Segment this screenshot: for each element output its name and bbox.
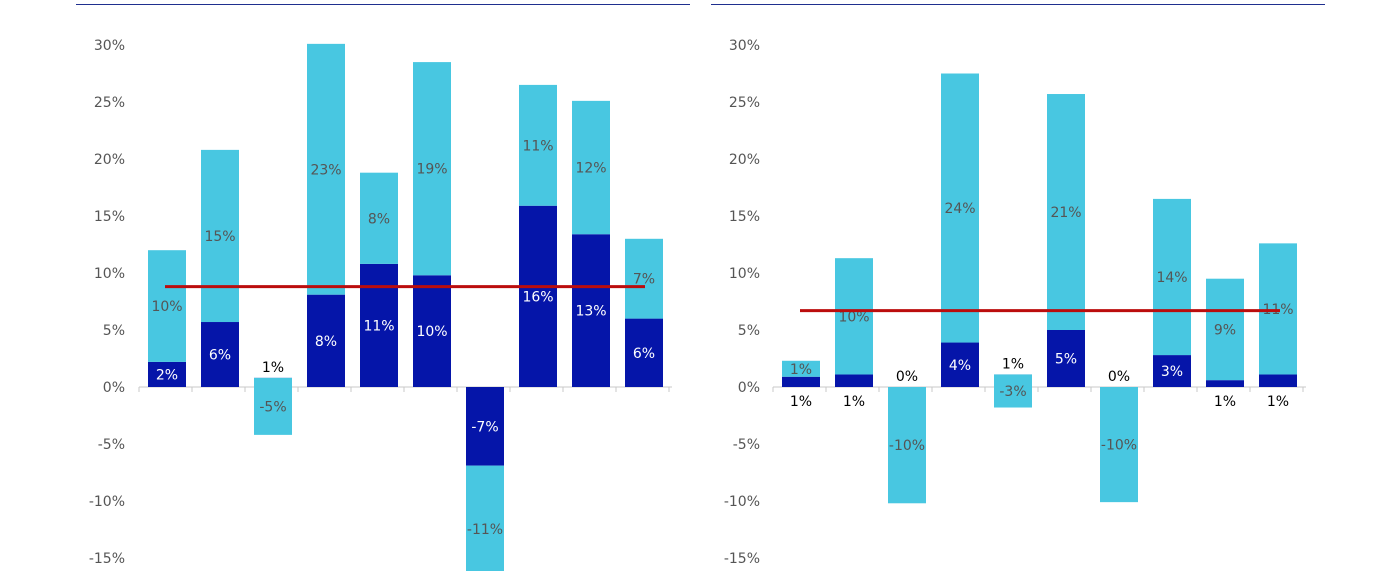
left-y-tick-label: 20%: [94, 152, 125, 168]
right-bar-light-segment: [994, 374, 1032, 408]
right-light-value-label: -10%: [1101, 438, 1137, 454]
left-dark-value-label: 6%: [633, 346, 655, 362]
left-bar-light-segment: [625, 238, 663, 319]
left-stacked-bar-chart: 30% 25% 20% 15% 10% 5% 0% -5% -10% -15% 10% 2% 15% 6%…: [89, 38, 672, 571]
left-dark-value-label: 1%: [262, 360, 284, 376]
right-y-tick-label: 0%: [738, 380, 760, 396]
right-y-tick-label: 20%: [729, 152, 760, 168]
left-light-value-label: 12%: [575, 161, 606, 177]
right-dark-value-label: 0%: [1108, 369, 1130, 385]
left-light-value-label: 23%: [310, 162, 341, 178]
left-bar-dark-segment: [413, 275, 451, 387]
left-bar-light-segment: [466, 465, 504, 571]
left-light-value-label: 11%: [522, 138, 553, 154]
left-dark-value-label: 6%: [209, 348, 231, 364]
left-light-value-label: 15%: [204, 229, 235, 245]
left-light-value-label: 19%: [416, 162, 447, 178]
left-dark-value-label: 10%: [416, 324, 447, 340]
right-bar-dark-segment: [782, 376, 820, 387]
left-bar-light-segment: [572, 100, 610, 235]
left-y-tick-label: 15%: [94, 209, 125, 225]
right-stacked-bar-chart: 30% 25% 20% 15% 10% 5% 0% -5% -10% -15% 1% 1% 10% 1% -…: [724, 38, 1306, 567]
right-y-tick-label: 10%: [729, 266, 760, 282]
left-dark-value-label: 16%: [522, 289, 553, 305]
right-light-value-label: 14%: [1156, 270, 1187, 286]
right-light-value-label: -10%: [889, 438, 925, 454]
right-dark-value-label: 3%: [1161, 364, 1183, 380]
right-bar-dark-segment: [835, 374, 873, 387]
right-dark-value-label: 1%: [843, 394, 865, 410]
right-y-tick-label: 30%: [729, 38, 760, 54]
left-light-value-label: 10%: [151, 299, 182, 315]
left-light-value-label: 7%: [633, 272, 655, 288]
right-bar-light-segment: [1153, 198, 1191, 356]
left-bar-dark-segment: [360, 263, 398, 387]
left-bar-light-segment: [254, 377, 292, 435]
right-dark-value-label: 1%: [790, 394, 812, 410]
left-bar-light-segment: [201, 149, 239, 323]
left-bar-light-segment: [360, 172, 398, 264]
left-bar-dark-segment: [519, 205, 557, 387]
right-bar-light-segment: [835, 258, 873, 375]
left-y-tick-label: 0%: [103, 380, 125, 396]
right-bar-dark-segment: [1047, 330, 1085, 387]
left-bar-dark-segment: [625, 318, 663, 387]
right-dark-value-label: 1%: [1214, 394, 1236, 410]
left-y-tick-label: 10%: [94, 266, 125, 282]
right-y-tick-label: 15%: [729, 209, 760, 225]
right-bar-dark-segment: [1259, 374, 1297, 387]
right-dark-value-label: 4%: [949, 358, 971, 374]
left-y-tick-label: -15%: [89, 551, 125, 567]
right-dark-value-label: 1%: [1002, 356, 1024, 372]
right-bar-light-segment: [1047, 94, 1085, 331]
left-y-tick-label: 30%: [94, 38, 125, 54]
right-bar-light-segment: [782, 360, 820, 377]
left-light-value-label: 8%: [368, 211, 390, 227]
left-dark-value-label: 8%: [315, 334, 337, 350]
right-dark-value-label: 5%: [1055, 352, 1077, 368]
right-y-tick-label: -15%: [724, 551, 760, 567]
right-dark-value-label: 0%: [896, 369, 918, 385]
left-dark-value-label: 2%: [156, 367, 178, 383]
right-light-value-label: 10%: [838, 309, 869, 325]
left-bar-dark-segment: [307, 294, 345, 387]
right-bar-light-segment: [1100, 387, 1138, 503]
left-dark-value-label: 13%: [575, 304, 606, 320]
right-bar-dark-segment: [1153, 355, 1191, 387]
left-y-tick-label: 5%: [103, 323, 125, 339]
right-top-rule: [711, 4, 1325, 5]
right-bar-light-segment: [941, 73, 979, 343]
right-y-tick-label: -10%: [724, 494, 760, 510]
left-dark-value-label: -7%: [471, 419, 498, 435]
right-light-value-label: 21%: [1050, 205, 1081, 221]
right-light-value-label: 1%: [790, 362, 812, 378]
left-dark-value-label: 11%: [363, 318, 394, 334]
left-bar-light-segment: [148, 250, 186, 362]
right-bar-dark-segment: [1206, 380, 1244, 387]
left-light-value-label: -5%: [259, 399, 286, 415]
right-light-value-label: -3%: [999, 384, 1026, 400]
right-bar-light-segment: [1206, 278, 1244, 381]
left-bar-light-segment: [413, 62, 451, 276]
left-bar-dark-segment: [148, 361, 186, 387]
left-bar-dark-segment: [572, 234, 610, 387]
right-light-value-label: 24%: [944, 201, 975, 217]
left-top-rule: [76, 4, 690, 5]
left-light-value-label: -11%: [467, 522, 503, 538]
right-bar-dark-segment: [941, 342, 979, 387]
right-bar-light-segment: [888, 387, 926, 504]
left-y-tick-label: 25%: [94, 95, 125, 111]
left-bar-light-segment: [307, 43, 345, 295]
right-bar-light-segment: [1259, 243, 1297, 375]
left-bar-light-segment: [519, 84, 557, 206]
left-y-tick-label: -10%: [89, 494, 125, 510]
right-y-tick-label: -5%: [733, 437, 760, 453]
right-y-tick-label: 5%: [738, 323, 760, 339]
right-y-tick-label: 25%: [729, 95, 760, 111]
right-dark-value-label: 1%: [1267, 394, 1289, 410]
left-y-tick-label: -5%: [98, 437, 125, 453]
right-light-value-label: 9%: [1214, 322, 1236, 338]
left-bar-dark-segment: [466, 387, 504, 466]
left-bar-dark-segment: [201, 322, 239, 387]
